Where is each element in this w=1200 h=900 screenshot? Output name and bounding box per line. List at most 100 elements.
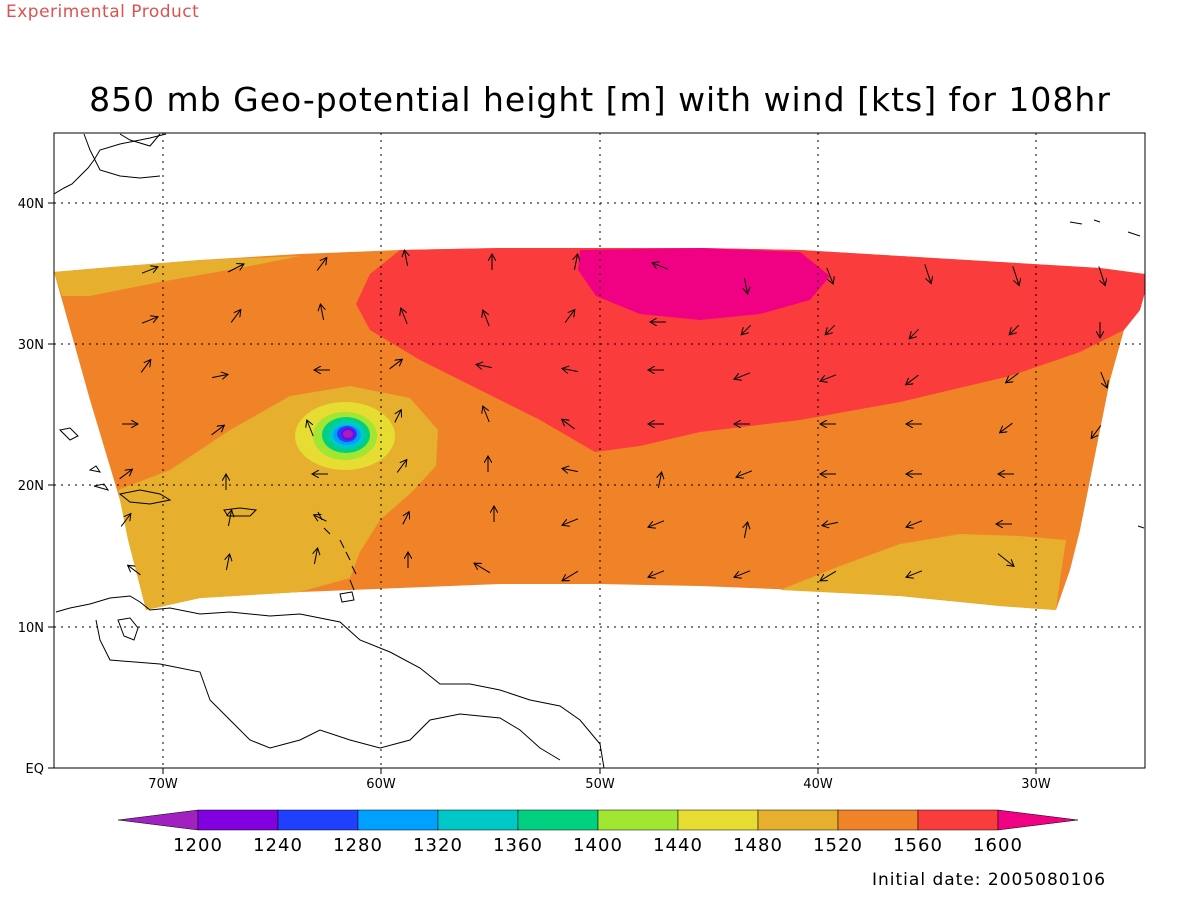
wind-arrow	[483, 310, 490, 327]
wind-arrow	[1012, 266, 1019, 285]
color-bar-level-label: 1240	[253, 835, 303, 856]
lat-label: 10N	[18, 621, 44, 636]
band-1560-1600	[356, 248, 1145, 452]
color-bar-swatch	[517, 809, 599, 831]
color-bar-swatch	[757, 809, 839, 831]
wind-arrow	[648, 520, 665, 527]
wind-arrow	[648, 570, 665, 577]
color-bar-level-label: 1560	[893, 835, 943, 856]
wind-arrow	[562, 518, 579, 525]
wind-arrow	[141, 317, 158, 324]
band-above-1600	[578, 248, 830, 320]
color-bar-swatch	[917, 809, 999, 831]
wind-arrow	[476, 364, 493, 367]
wind-arrow	[128, 565, 141, 576]
wind-arrow	[825, 324, 836, 335]
wind-arrow	[574, 254, 577, 271]
color-bar-level-label: 1200	[173, 835, 223, 856]
color-bar-level-label: 1520	[813, 835, 863, 856]
wind-arrow	[230, 310, 241, 323]
color-bar-swatch	[837, 809, 919, 831]
initial-date-label: Initial date: 2005080106	[872, 870, 1107, 890]
wind-arrow	[736, 470, 753, 477]
color-bar-level-label: 1280	[333, 835, 383, 856]
wind-arrow	[924, 264, 931, 283]
hispaniola	[118, 489, 172, 505]
wind-arrow	[1009, 324, 1020, 335]
lat-labels: 40N 30N 20N 10N EQ	[18, 197, 44, 777]
color-bar-swatch	[437, 809, 519, 831]
wind-arrow	[211, 425, 225, 436]
wind-arrow	[1000, 422, 1013, 433]
wind-arrow	[744, 522, 747, 539]
wind-arrow	[820, 374, 837, 381]
wind-arrow	[314, 515, 327, 522]
lon-label: 70W	[148, 777, 178, 792]
wind-arrow	[822, 522, 839, 525]
color-bar	[117, 809, 1079, 831]
wind-arrow	[826, 267, 833, 284]
wind-arrow	[320, 304, 323, 321]
wind-arrow	[652, 263, 669, 270]
color-bar-level-label: 1600	[973, 835, 1023, 856]
color-bar-level-label: 1480	[733, 835, 783, 856]
wind-arrow	[744, 277, 747, 294]
wind-arrow	[997, 553, 1014, 567]
band-1480-1520-southeast	[780, 534, 1066, 610]
wind-arrow	[741, 324, 752, 335]
lat-label: 20N	[18, 479, 44, 494]
lon-labels: 70W 60W 50W 40W 30W	[148, 777, 1051, 792]
azores	[1069, 219, 1141, 237]
graticule	[54, 133, 1145, 768]
wind-arrow	[734, 372, 751, 379]
us-east-coast	[54, 133, 167, 195]
wind-arrow	[314, 548, 317, 565]
lon-label: 30W	[1021, 777, 1051, 792]
wind-arrow	[562, 570, 579, 581]
experimental-product-label: Experimental Product	[6, 2, 200, 22]
bahamas-1	[88, 465, 102, 473]
color-bar-arrow-high	[997, 809, 1079, 831]
wind-arrow	[394, 410, 401, 423]
trinidad	[339, 591, 355, 603]
wind-arrow	[404, 250, 407, 267]
color-bar-level-label: 1320	[413, 835, 463, 856]
color-bar-swatch	[357, 809, 439, 831]
color-bar-labels: 1200 1240 1280 1320 1360 1400 1440 1480 1520 1560…	[173, 835, 1023, 856]
wind-arrow	[141, 267, 158, 274]
bahamas-2	[93, 483, 110, 491]
wind-arrow	[119, 469, 133, 480]
wind-arrow	[820, 570, 837, 581]
wind-arrow	[658, 472, 661, 489]
color-bar-swatch	[677, 809, 759, 831]
us-inland	[83, 133, 161, 179]
wind-vectors	[119, 250, 1108, 581]
wind-arrow	[906, 520, 923, 527]
wind-arrow	[906, 374, 919, 385]
wind-arrow	[562, 468, 579, 471]
wind-arrow	[562, 419, 575, 430]
lat-label: 40N	[18, 197, 44, 212]
wind-arrow	[211, 374, 228, 377]
lon-label: 40W	[803, 777, 833, 792]
color-bar-swatch	[597, 809, 679, 831]
wind-arrow	[1091, 425, 1102, 439]
color-bar-level-label: 1400	[573, 835, 623, 856]
wind-arrow	[401, 308, 408, 325]
wind-arrow	[909, 328, 920, 339]
wind-arrow	[316, 258, 327, 271]
color-bar-swatch	[197, 809, 279, 831]
low-core	[343, 430, 353, 438]
lake-maracaibo	[117, 617, 139, 641]
lon-label: 50W	[585, 777, 615, 792]
wind-arrow	[564, 310, 575, 323]
wind-arrow	[1100, 371, 1107, 388]
south-america-inland	[95, 619, 561, 761]
wind-arrow	[474, 563, 491, 574]
wind-arrow	[140, 360, 151, 373]
map-title: 850 mb Geo-potential height [m] with win…	[89, 80, 1111, 119]
wind-arrow	[483, 406, 490, 423]
lon-label: 60W	[366, 777, 396, 792]
color-bar-swatch	[277, 809, 359, 831]
